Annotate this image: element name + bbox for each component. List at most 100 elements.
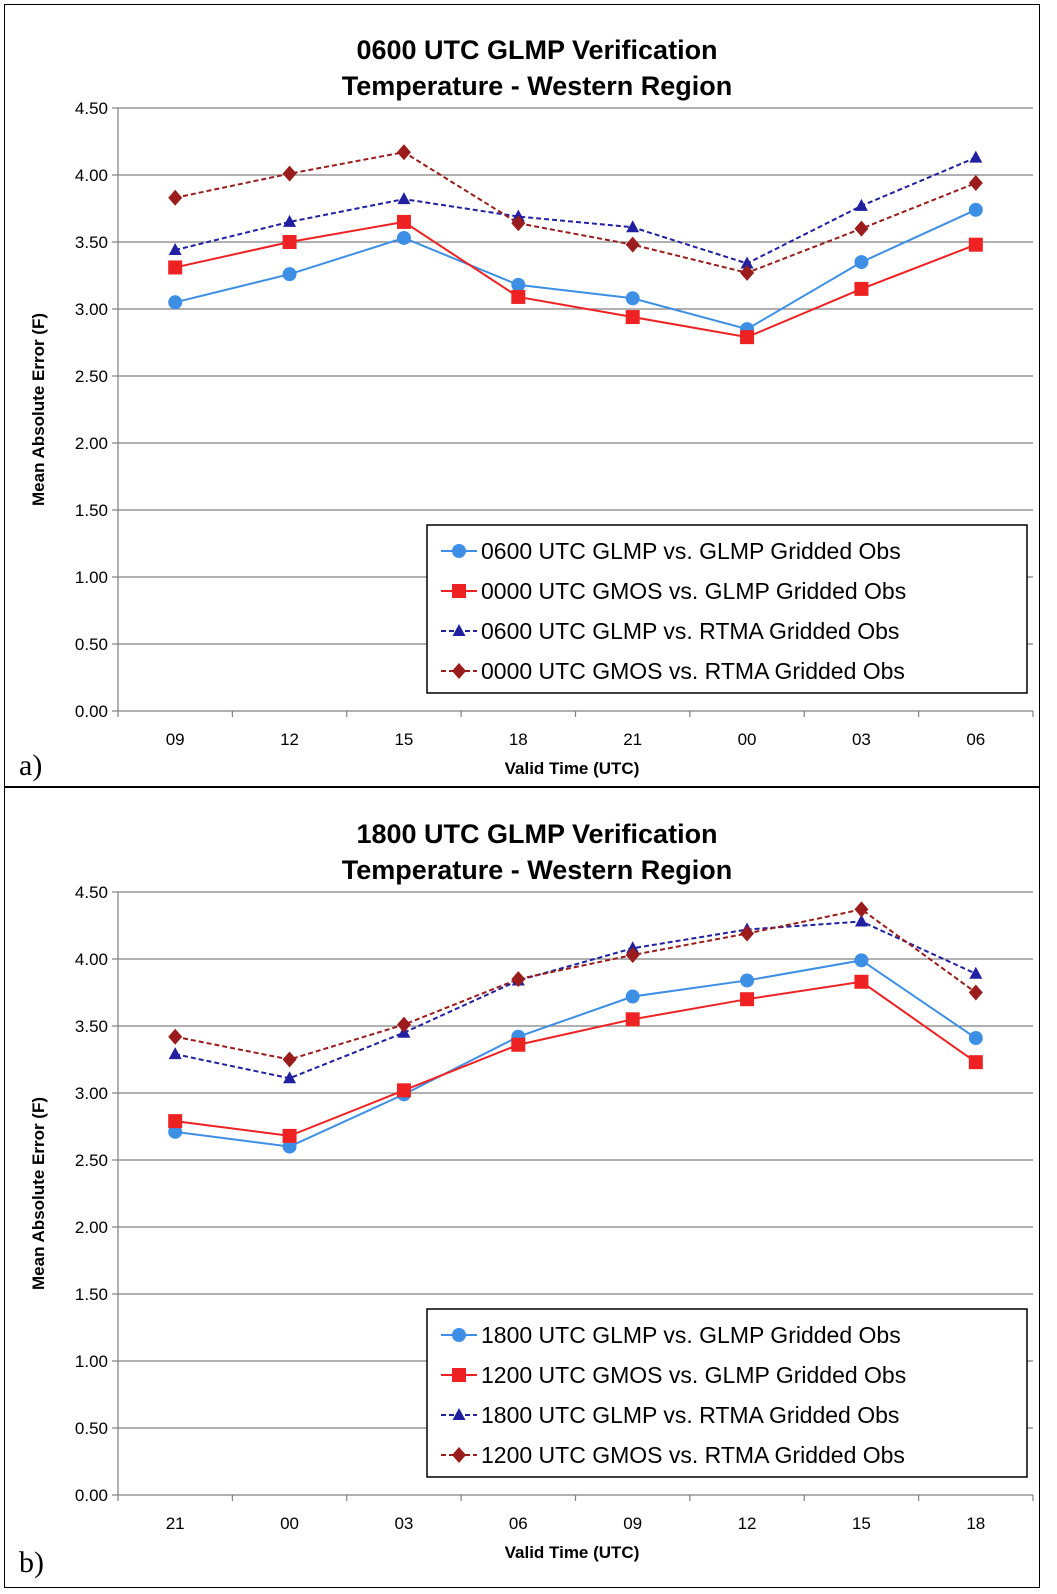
data-point [969,150,983,163]
y-tick-label: 4.00 [75,166,108,185]
y-tick-label: 4.00 [75,950,108,969]
legend-entry: 1200 UTC GMOS vs. GLMP Gridded Obs [481,1362,906,1388]
y-tick-label: 1.00 [75,568,108,587]
x-tick-label: 03 [394,1514,413,1533]
series-line-1 [174,208,977,331]
data-point [854,953,869,968]
data-point [625,291,640,306]
y-tick-label: 1.50 [75,1285,108,1304]
data-point [283,1071,297,1084]
y-tick-label: 0.50 [75,1419,108,1438]
data-point [168,295,183,310]
series-line-4 [174,151,977,274]
legend-swatch-marker [452,1328,466,1342]
data-point [283,214,297,227]
y-tick-label: 2.00 [75,1218,108,1237]
data-point [854,220,869,237]
y-tick-label: 4.50 [75,99,108,118]
data-point [854,198,868,211]
legend-entry: 0600 UTC GLMP vs. GLMP Gridded Obs [481,538,901,564]
data-point [168,1047,182,1060]
legend-swatch-marker [452,624,466,636]
data-point [969,966,983,979]
y-tick-label: 2.50 [75,1151,108,1170]
chart-title: 1800 UTC GLMP Verification [356,819,717,849]
legend-entry: 1800 UTC GLMP vs. GLMP Gridded Obs [481,1322,901,1348]
legend-swatch-marker [452,1368,466,1382]
data-point [396,1083,411,1098]
data-point [396,230,411,245]
y-tick-label: 3.50 [75,233,108,252]
chart-a-svg: 0600 UTC GLMP Verification Temperature - … [19,35,1034,782]
x-tick-label: 09 [166,730,185,749]
x-tick-label: 00 [738,730,757,749]
chart-panel-a: 0600 UTC GLMP Verification Temperature - … [4,4,1040,788]
data-point [740,256,754,269]
series-line-2 [175,980,977,1137]
data-point [168,1114,183,1129]
data-point [168,189,183,206]
data-point [854,255,869,270]
x-axis-label: Valid Time (UTC) [505,1543,640,1562]
legend-swatch-marker [452,544,466,558]
y-tick-label: 0.00 [75,1486,108,1505]
legend-box [426,1308,1028,1478]
data-point [740,973,755,988]
series-line-3 [174,920,977,1080]
data-point [511,971,526,988]
data-point [511,215,526,232]
data-point [397,192,411,205]
series-line-4 [174,908,977,1061]
y-tick-label: 3.00 [75,1084,108,1103]
data-point [511,1037,526,1052]
x-tick-label: 15 [852,1514,871,1533]
chart-b-svg: 1800 UTC GLMP Verification Temperature - … [19,819,1034,1579]
x-tick-label: 12 [738,1514,757,1533]
data-point [282,1128,297,1143]
data-point [968,1031,983,1046]
x-axis-label: Valid Time (UTC) [505,759,640,778]
data-point [396,144,411,161]
data-point [968,237,983,252]
data-point [854,281,869,296]
data-point [168,243,182,256]
data-point [396,214,411,229]
y-tick-label: 2.50 [75,367,108,386]
data-point [625,1012,640,1027]
legend-swatch-marker [452,584,466,598]
legend-swatch-marker [452,1447,466,1463]
legend-swatch-marker [452,663,466,679]
chart-title: 0600 UTC GLMP Verification [356,35,717,65]
data-point [282,1051,297,1068]
data-point [168,1124,183,1139]
y-tick-label: 2.00 [75,434,108,453]
legend-swatch-marker [452,1408,466,1420]
figure: 0600 UTC GLMP Verification Temperature - … [4,4,1040,1588]
data-point [968,202,983,217]
series-line-3 [174,156,977,265]
data-point [168,260,183,275]
panel-label: b) [19,1546,44,1579]
data-point [282,165,297,182]
data-point [511,277,526,292]
chart-subtitle: Temperature - Western Region [342,71,733,101]
chart-subtitle: Temperature - Western Region [342,855,733,885]
x-tick-label: 03 [852,730,871,749]
y-tick-label: 3.00 [75,300,108,319]
series-line-2 [174,220,977,339]
y-axis-label: Mean Absolute Error (F) [29,313,48,506]
data-point [740,264,755,281]
x-tick-label: 09 [623,1514,642,1533]
x-tick-label: 21 [166,1514,185,1533]
data-point [625,946,640,963]
legend-entry: 0000 UTC GMOS vs. GLMP Gridded Obs [481,578,906,604]
data-point [968,984,983,1001]
data-point [168,1028,183,1045]
x-tick-label: 18 [966,1514,985,1533]
x-tick-label: 18 [509,730,528,749]
x-tick-label: 12 [280,730,299,749]
panel-label: a) [19,749,42,782]
legend-entry: 0000 UTC GMOS vs. RTMA Gridded Obs [481,658,905,684]
data-point [625,310,640,325]
x-tick-label: 00 [280,1514,299,1533]
